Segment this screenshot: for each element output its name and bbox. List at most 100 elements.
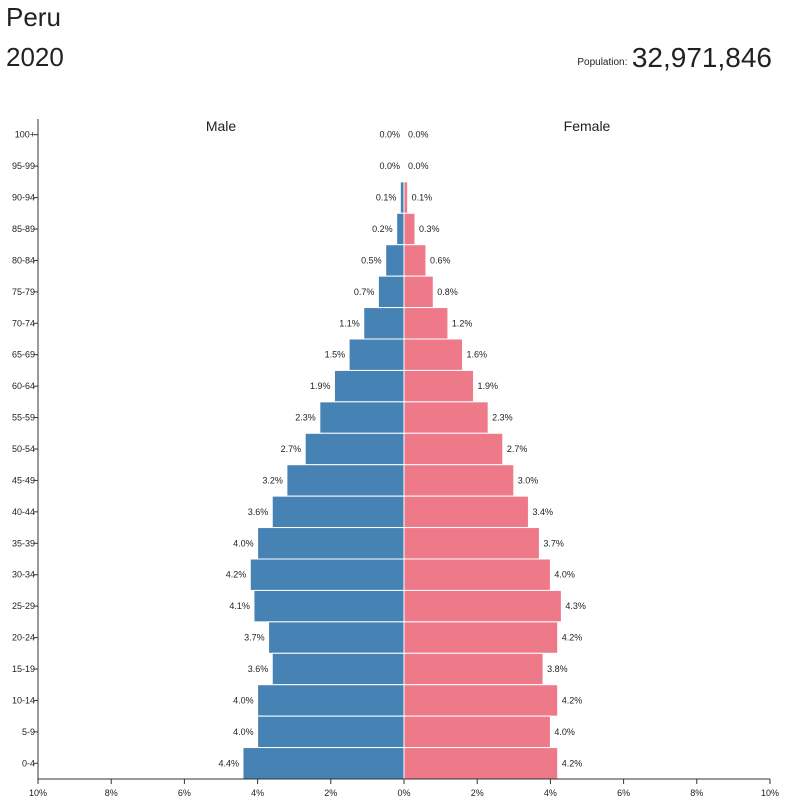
male-value-label: 3.2% [262, 475, 283, 485]
male-bar [333, 369, 405, 403]
female-bar [403, 338, 464, 371]
male-value-label: 0.1% [376, 193, 397, 203]
male-bar [249, 558, 405, 591]
male-value-label: 3.7% [244, 633, 265, 643]
male-bar [377, 275, 405, 309]
female-bar [403, 652, 544, 686]
female-bar [403, 369, 475, 403]
female-bar [403, 212, 416, 246]
female-bar [403, 684, 559, 717]
male-bar [385, 244, 405, 277]
female-bar [403, 747, 559, 780]
male-bar [268, 621, 405, 654]
female-value-label: 3.8% [547, 664, 568, 674]
y-tick-label: 85-89 [12, 224, 35, 234]
y-tick-label: 5-9 [22, 727, 35, 737]
female-bar [403, 275, 434, 309]
y-tick-label: 75-79 [12, 287, 35, 297]
female-value-label: 4.0% [554, 727, 575, 737]
female-bar [403, 432, 504, 466]
male-value-label: 3.6% [248, 507, 269, 517]
female-bar [403, 464, 515, 497]
female-bar [403, 527, 540, 560]
female-value-label: 4.0% [554, 570, 575, 580]
y-tick-label: 20-24 [12, 633, 35, 643]
female-bar [403, 715, 551, 749]
x-tick-label: 10% [29, 788, 47, 798]
x-tick-label: 10% [761, 788, 779, 798]
female-value-label: 3.4% [532, 507, 553, 517]
male-bar [242, 747, 405, 780]
female-bar [403, 401, 489, 434]
male-bar [396, 212, 405, 246]
x-tick-label: 6% [617, 788, 630, 798]
male-bar [348, 338, 405, 371]
female-value-label: 4.2% [562, 758, 583, 768]
male-value-label: 1.9% [310, 381, 331, 391]
male-value-label: 0.0% [379, 130, 400, 140]
x-tick-label: 0% [397, 788, 410, 798]
female-value-label: 1.6% [467, 350, 488, 360]
x-tick-label: 8% [690, 788, 703, 798]
y-tick-label: 95-99 [12, 161, 35, 171]
legend-male: Male [206, 118, 237, 134]
male-value-label: 0.5% [361, 255, 382, 265]
female-value-label: 1.9% [478, 381, 499, 391]
male-bar [257, 715, 405, 749]
male-bar [271, 652, 405, 686]
male-value-label: 3.6% [248, 664, 269, 674]
male-bar [257, 527, 405, 560]
y-tick-label: 0-4 [22, 758, 35, 768]
female-value-label: 0.0% [408, 161, 429, 171]
male-value-label: 4.0% [233, 695, 254, 705]
male-bar [304, 432, 405, 466]
male-value-label: 4.2% [226, 570, 247, 580]
female-value-label: 0.0% [408, 130, 429, 140]
male-value-label: 1.5% [325, 350, 346, 360]
female-bar [403, 558, 551, 591]
x-tick-label: 6% [178, 788, 191, 798]
male-bar [257, 684, 405, 717]
male-value-label: 0.0% [379, 161, 400, 171]
male-value-label: 1.1% [339, 318, 360, 328]
male-bar [271, 495, 405, 529]
female-value-label: 3.0% [518, 475, 539, 485]
female-bar [403, 589, 562, 623]
female-value-label: 0.6% [430, 255, 451, 265]
y-tick-label: 55-59 [12, 413, 35, 423]
female-value-label: 4.2% [562, 695, 583, 705]
female-value-label: 2.7% [507, 444, 528, 454]
y-tick-label: 35-39 [12, 538, 35, 548]
y-tick-label: 70-74 [12, 318, 35, 328]
female-value-label: 2.3% [492, 413, 513, 423]
y-tick-label: 50-54 [12, 444, 35, 454]
country-name: Peru [6, 2, 61, 32]
y-tick-label: 90-94 [12, 193, 35, 203]
male-bar [286, 464, 405, 497]
female-bar [403, 244, 427, 277]
x-tick-label: 2% [471, 788, 484, 798]
male-value-label: 4.4% [218, 758, 239, 768]
male-bar [399, 181, 405, 214]
y-tick-label: 65-69 [12, 350, 35, 360]
female-bar [403, 621, 559, 654]
x-tick-label: 8% [105, 788, 118, 798]
population-value: 32,971,846 [631, 42, 772, 73]
male-bar [363, 307, 405, 340]
male-value-label: 0.2% [372, 224, 393, 234]
y-tick-label: 10-14 [12, 695, 35, 705]
y-tick-label: 60-64 [12, 381, 35, 391]
x-tick-label: 4% [251, 788, 264, 798]
y-tick-label: 30-34 [12, 570, 35, 580]
y-tick-label: 45-49 [12, 475, 35, 485]
year-label: 2020 [6, 42, 64, 72]
male-value-label: 4.0% [233, 727, 254, 737]
x-tick-label: 2% [324, 788, 337, 798]
y-tick-label: 40-44 [12, 507, 35, 517]
male-value-label: 2.3% [295, 413, 316, 423]
y-tick-label: 25-29 [12, 601, 35, 611]
male-value-label: 4.1% [229, 601, 250, 611]
female-value-label: 0.8% [437, 287, 458, 297]
y-tick-label: 15-19 [12, 664, 35, 674]
